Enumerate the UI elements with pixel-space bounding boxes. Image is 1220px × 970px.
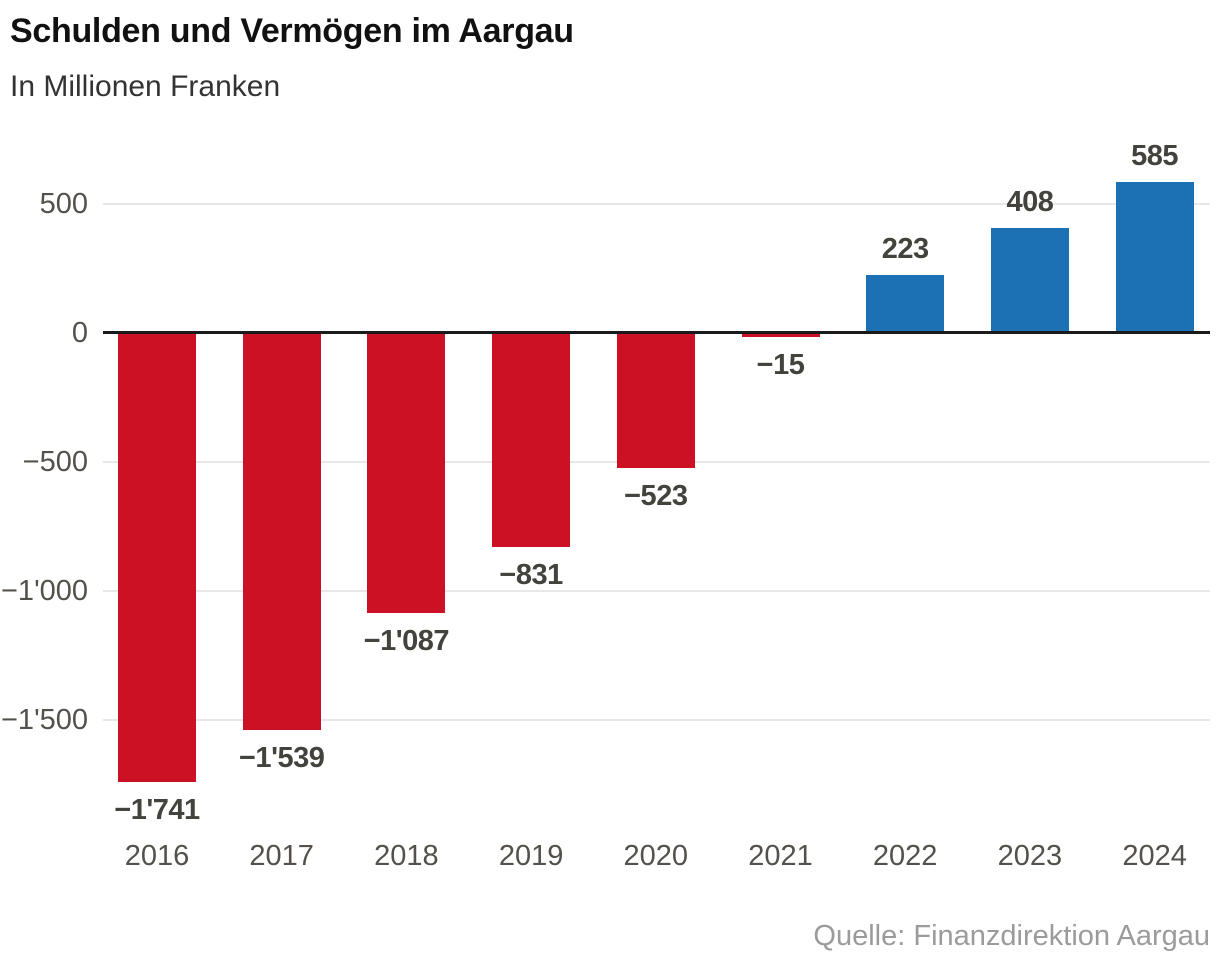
bar-2021 [741, 333, 820, 337]
bar-2020 [616, 333, 695, 468]
bar-2018 [367, 333, 446, 614]
chart-subtitle: In Millionen Franken [10, 70, 281, 103]
y-axis-tick-label: −500 [22, 446, 88, 478]
gridline [103, 590, 1210, 592]
x-axis-tick-label: 2017 [249, 840, 314, 872]
y-axis-tick-label: −1'000 [1, 575, 88, 607]
bar-value-label: −15 [756, 348, 805, 381]
bar-value-label: −1'087 [363, 625, 450, 658]
x-axis-tick-label: 2019 [498, 840, 564, 872]
bar-value-label: 408 [1006, 185, 1054, 218]
x-axis-tick-label: 2024 [1122, 840, 1187, 872]
x-axis-tick-label: 2020 [623, 840, 689, 872]
bar-value-label: −1'741 [114, 794, 200, 827]
bar-value-label: −1'539 [239, 742, 325, 775]
chart-title: Schulden und Vermögen im Aargau [10, 12, 574, 50]
zero-axis-line [103, 331, 1210, 334]
gridline [103, 203, 1210, 205]
bar-2024 [1115, 182, 1194, 333]
x-axis-tick-label: 2016 [124, 840, 190, 872]
bar-value-label: −523 [624, 479, 688, 512]
x-axis-tick-label: 2021 [748, 840, 813, 872]
bar-2016 [118, 333, 196, 783]
y-axis-tick-label: 500 [39, 188, 88, 220]
bar-2019 [492, 333, 571, 548]
bar-2023 [990, 227, 1069, 333]
bar-value-label: −831 [499, 559, 563, 592]
x-axis-tick-label: 2023 [997, 840, 1063, 872]
bar-value-label: 223 [881, 233, 929, 266]
gridline [103, 719, 1210, 721]
x-axis-tick-label: 2022 [872, 840, 938, 872]
y-axis-tick-label: −1'500 [1, 704, 88, 736]
y-axis-tick-label: 0 [71, 317, 88, 349]
x-axis-tick-label: 2018 [374, 840, 439, 872]
source-credit: Quelle: Finanzdirektion Aargau [813, 920, 1210, 952]
bar-value-label: 585 [1131, 140, 1179, 173]
bar-2022 [866, 275, 945, 333]
bar-2017 [242, 333, 321, 731]
